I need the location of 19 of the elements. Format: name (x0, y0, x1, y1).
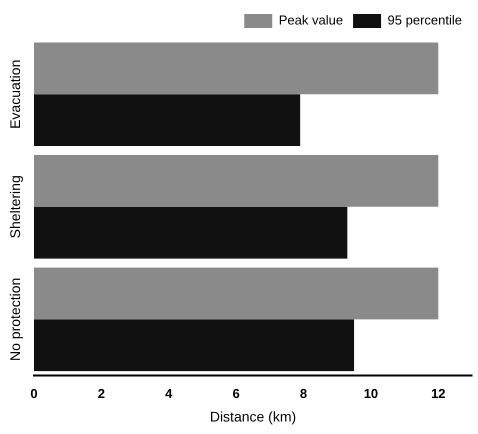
x-tick-label: 0 (30, 386, 38, 401)
x-tick-label: 4 (165, 386, 174, 401)
x-axis-title: Distance (km) (210, 408, 296, 424)
x-tick-label: 12 (431, 386, 446, 401)
bar (34, 94, 300, 146)
legend-label: 95 percentile (388, 12, 462, 28)
x-tick-label: 6 (232, 386, 240, 401)
y-tick-label: No protection (6, 278, 23, 361)
y-tick-label: Sheltering (6, 175, 23, 238)
bar (34, 206, 348, 259)
y-tick-label: Evacuation (6, 60, 23, 129)
x-tick-label: 8 (300, 386, 308, 401)
x-tick-label: 10 (364, 386, 378, 401)
legend-label: Peak value (278, 12, 344, 28)
bar (34, 268, 438, 320)
bar (34, 319, 354, 372)
x-tick-label: 2 (98, 386, 105, 401)
bar (34, 42, 438, 94)
bar (34, 155, 438, 207)
